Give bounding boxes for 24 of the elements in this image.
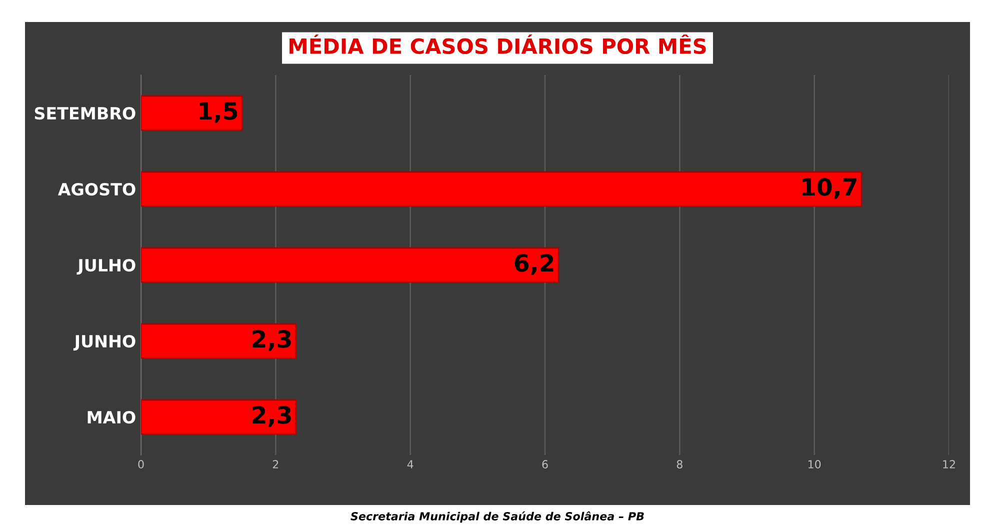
x-tick-label: 2 (272, 460, 278, 468)
x-tick-label: 0 (138, 460, 144, 468)
x-tick-label: 8 (676, 460, 682, 468)
data-label: 2,3 (252, 406, 291, 427)
chart-title: MÉDIA DE CASOS DIÁRIOS POR MÊS (290, 34, 706, 54)
bar (141, 323, 297, 359)
bar (141, 399, 297, 435)
x-tick-label: 6 (542, 460, 548, 468)
x-tick-label: 12 (943, 460, 955, 468)
y-tick-label: SETEMBRO (34, 106, 136, 120)
data-label: 10,7 (802, 178, 856, 199)
y-tick-label: AGOSTO (58, 182, 136, 196)
y-tick-label: JULHO (76, 258, 136, 275)
x-tick-label: 10 (808, 460, 821, 468)
data-label: 6,2 (514, 254, 554, 275)
bar (141, 247, 560, 283)
bar (141, 95, 243, 131)
text: Secretaria Municipal de Saúde de Solânea – PB (350, 511, 644, 523)
data-label: 1,5 (200, 102, 238, 123)
y-tick-label: MAIO (88, 410, 136, 424)
data-label: 2,3 (252, 330, 291, 351)
y-tick-label: JUNHO (73, 334, 136, 351)
bar (141, 171, 862, 207)
x-tick-label: 4 (407, 460, 414, 468)
